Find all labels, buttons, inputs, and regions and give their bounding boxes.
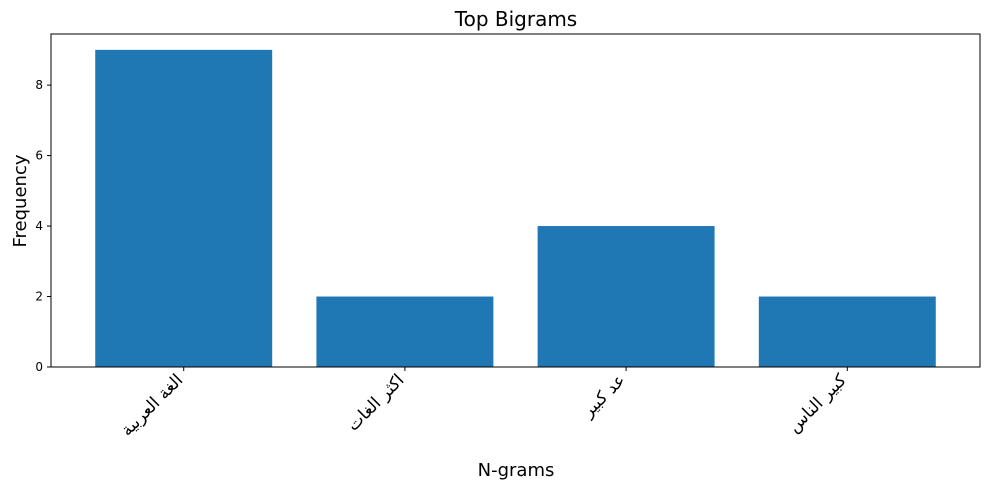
x-tick-label: كبير الناس	[784, 370, 851, 437]
y-tick-label: 4	[35, 219, 43, 233]
y-tick-label: 6	[35, 149, 43, 163]
chart-title: Top Bigrams	[454, 7, 577, 31]
plot-frame	[50, 33, 981, 368]
y-tick-label: 0	[35, 360, 43, 374]
x-tick-label: الغة العربية	[117, 370, 187, 440]
bar-3	[758, 296, 936, 367]
x-axis: الغة العربية اكثر الغات عد كبير كبير الناس	[117, 367, 851, 440]
y-tick-label: 8	[35, 78, 43, 92]
y-axis: 0 2 4 6 8	[35, 78, 51, 374]
bars-group	[95, 49, 936, 367]
x-tick-label: اكثر الغات	[343, 370, 408, 435]
bar-0	[95, 49, 273, 367]
bar-1	[316, 296, 494, 367]
x-axis-title: N-grams	[478, 460, 555, 481]
y-axis-title: Frequency	[10, 154, 31, 247]
x-tick-label: عد كبير	[578, 370, 630, 422]
y-tick-label: 2	[35, 290, 43, 304]
bar-2	[537, 226, 715, 367]
